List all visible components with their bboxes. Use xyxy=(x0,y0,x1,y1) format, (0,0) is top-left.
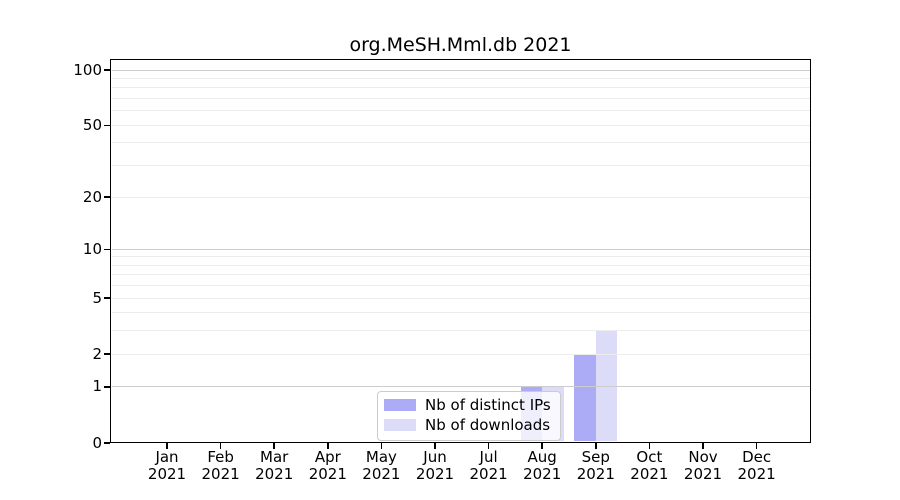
x-axis-tick-dec xyxy=(755,443,758,449)
x-tick-year: 2021 xyxy=(630,464,669,483)
x-axis-tick-oct xyxy=(648,443,651,449)
x-axis-tick-apr xyxy=(327,443,329,449)
legend-swatch-downloads xyxy=(384,418,416,431)
x-tick-year: 2021 xyxy=(469,464,508,483)
x-axis-tick-label-feb: Feb 2021 xyxy=(181,449,261,482)
legend-label-downloads: Nb of downloads xyxy=(425,415,551,434)
gridline-minor-60 xyxy=(111,110,810,112)
legend: Nb of distinct IPs Nb of downloads xyxy=(377,390,561,441)
x-tick-month: Nov xyxy=(688,448,718,466)
y-axis-tick-label-0: 0 xyxy=(92,433,102,452)
x-tick-year: 2021 xyxy=(147,464,187,483)
x-axis-tick-label-jul: Jul 2021 xyxy=(449,449,529,482)
x-axis-tick-may xyxy=(380,443,383,449)
legend-item-distinct-ips: Nb of distinct IPs xyxy=(384,396,551,416)
x-axis-tick-feb xyxy=(219,443,222,449)
y-axis-tick-20 xyxy=(103,196,110,198)
gridline-minor-70 xyxy=(111,98,810,100)
y-axis-tick-label-100: 100 xyxy=(73,60,102,79)
gridline-minor-2 xyxy=(111,353,810,355)
x-tick-year: 2021 xyxy=(362,464,401,483)
x-axis-tick-label-dec: Dec 2021 xyxy=(717,449,797,482)
x-tick-year: 2021 xyxy=(683,464,723,483)
x-axis-tick-label-jun: Jun 2021 xyxy=(395,449,475,482)
x-axis-tick-label-nov: Nov 2021 xyxy=(663,449,743,482)
gridline-minor-40 xyxy=(111,142,810,144)
x-axis-tick-aug xyxy=(541,443,543,449)
y-axis-tick-1 xyxy=(103,386,110,388)
x-axis-tick-mar xyxy=(273,443,275,449)
y-axis-tick-label-20: 20 xyxy=(82,187,102,206)
x-tick-month: Jun xyxy=(423,448,447,466)
y-axis-tick-label-50: 50 xyxy=(82,115,102,134)
y-axis-tick-5 xyxy=(103,297,110,299)
x-tick-year: 2021 xyxy=(255,464,294,483)
x-axis-tick-label-aug: Aug 2021 xyxy=(502,449,582,482)
x-axis-tick-label-may: May 2021 xyxy=(341,449,421,482)
gridline-minor-4 xyxy=(111,312,810,314)
y-axis-tick-50 xyxy=(103,124,110,127)
x-tick-month: May xyxy=(365,448,397,466)
gridline-minor-50 xyxy=(111,124,810,126)
y-axis-tick-label-2: 2 xyxy=(92,344,102,363)
x-tick-year: 2021 xyxy=(415,464,455,483)
chart-title: org.MeSH.Mml.db 2021 xyxy=(349,34,572,56)
x-tick-month: Mar xyxy=(260,448,289,466)
gridline-major-100 xyxy=(111,69,810,71)
x-tick-month: Jan xyxy=(155,448,179,466)
x-axis-tick-sep xyxy=(595,443,597,449)
x-tick-year: 2021 xyxy=(201,464,240,483)
x-axis-tick-label-jan: Jan 2021 xyxy=(127,449,207,482)
gridline-minor-3 xyxy=(111,330,810,332)
gridline-minor-20 xyxy=(111,196,810,198)
gridline-minor-90 xyxy=(111,78,810,80)
y-axis-tick-2 xyxy=(103,353,110,355)
bar-distinct-ips-sep-2021 xyxy=(574,354,596,442)
x-tick-month: Jul xyxy=(479,448,498,466)
x-tick-year: 2021 xyxy=(308,464,347,483)
plot-area xyxy=(110,59,811,443)
y-axis-tick-0 xyxy=(103,442,110,444)
legend-swatch-distinct-ips xyxy=(384,399,416,412)
x-axis-tick-label-oct: Oct 2021 xyxy=(609,449,689,482)
x-axis-tick-nov xyxy=(702,443,704,449)
x-tick-month: Oct xyxy=(636,448,663,466)
x-tick-month: Dec xyxy=(742,448,772,466)
x-tick-month: Feb xyxy=(207,448,234,466)
y-axis-tick-100 xyxy=(103,69,110,71)
y-axis-tick-label-5: 5 xyxy=(92,288,102,307)
gridline-minor-80 xyxy=(111,87,810,89)
x-tick-month: Aug xyxy=(527,448,557,466)
legend-item-downloads: Nb of downloads xyxy=(384,415,551,435)
gridline-minor-8 xyxy=(111,264,810,266)
bar-downloads-sep-2021 xyxy=(595,330,618,442)
x-tick-month: Sep xyxy=(581,448,610,466)
x-axis-tick-label-sep: Sep 2021 xyxy=(556,449,636,482)
gridline-minor-30 xyxy=(111,165,810,167)
gridline-minor-7 xyxy=(111,274,810,276)
gridline-major-10 xyxy=(111,248,810,250)
y-axis-tick-label-10: 10 xyxy=(82,239,102,258)
x-tick-year: 2021 xyxy=(523,464,562,483)
x-axis-tick-jun xyxy=(434,443,436,449)
x-axis-tick-label-mar: Mar 2021 xyxy=(234,449,314,482)
x-tick-year: 2021 xyxy=(576,464,615,483)
x-axis-tick-jul xyxy=(487,443,490,449)
x-tick-year: 2021 xyxy=(737,464,776,483)
gridline-major-1 xyxy=(111,386,810,388)
gridline-minor-5 xyxy=(111,297,810,299)
y-axis-tick-label-1: 1 xyxy=(92,377,102,396)
x-axis-tick-jan xyxy=(166,443,168,449)
y-axis-tick-10 xyxy=(103,248,110,250)
gridline-minor-9 xyxy=(111,256,810,258)
x-axis-tick-label-apr: Apr 2021 xyxy=(288,449,368,482)
x-tick-month: Apr xyxy=(314,448,341,466)
legend-label-distinct-ips: Nb of distinct IPs xyxy=(425,396,551,415)
gridline-minor-6 xyxy=(111,285,810,287)
